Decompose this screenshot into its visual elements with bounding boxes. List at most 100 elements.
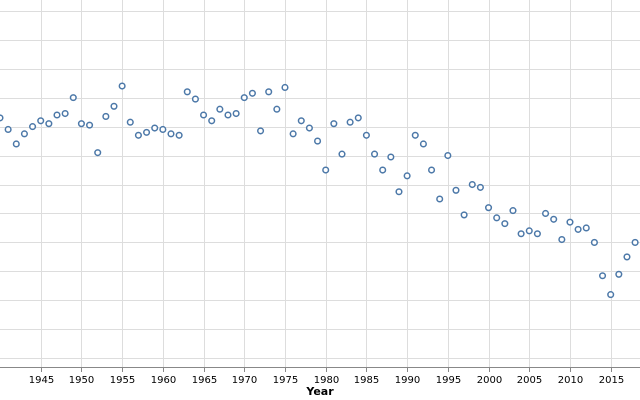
x-tick-label-1975: 1975 <box>273 375 298 386</box>
data-point-2017 <box>623 253 631 261</box>
data-point-1991 <box>411 131 419 139</box>
data-point-1955 <box>118 82 126 90</box>
data-point-1981 <box>330 120 338 128</box>
data-point-1962 <box>175 131 183 139</box>
x-tick-label-2000: 2000 <box>477 375 502 386</box>
x-tick-label-1970: 1970 <box>232 375 257 386</box>
data-point-2015 <box>607 291 615 299</box>
data-point-1940 <box>0 114 4 122</box>
data-point-1993 <box>428 166 436 174</box>
data-point-1956 <box>126 118 134 126</box>
data-point-1970 <box>240 94 248 102</box>
data-point-1979 <box>314 137 322 145</box>
data-point-2018 <box>631 238 639 246</box>
data-point-1971 <box>248 89 256 97</box>
data-point-1976 <box>289 130 297 138</box>
data-point-1968 <box>224 111 232 119</box>
data-point-1990 <box>403 172 411 180</box>
x-tick-label-2010: 2010 <box>558 375 583 386</box>
x-tick-label-1945: 1945 <box>29 375 54 386</box>
data-point-1995 <box>444 151 452 160</box>
data-point-2001 <box>493 214 501 222</box>
data-point-2008 <box>550 215 558 223</box>
data-point-1957 <box>134 131 142 139</box>
data-point-1966 <box>208 117 216 125</box>
data-point-1972 <box>257 127 265 135</box>
data-point-1988 <box>387 153 395 161</box>
data-point-1945 <box>37 117 45 125</box>
data-point-1958 <box>143 128 151 136</box>
data-point-1944 <box>29 123 37 131</box>
data-point-2002 <box>501 220 509 228</box>
x-axis-ticks: 1945 1950 1955 1960 1965 1970 1975 1980 1985 1990… <box>29 367 624 386</box>
data-point-1999 <box>476 183 484 191</box>
data-point-1994 <box>436 195 444 203</box>
data-point-1949 <box>69 94 77 102</box>
data-point-2011 <box>574 225 582 233</box>
data-point-2014 <box>598 272 607 280</box>
data-point-1959 <box>151 124 159 132</box>
data-point-1947 <box>53 111 61 119</box>
data-point-1953 <box>102 112 110 120</box>
data-point-1973 <box>265 88 273 96</box>
y-gridlines <box>0 11 640 359</box>
x-tick-label-1990: 1990 <box>395 375 420 386</box>
x-tick-label-1985: 1985 <box>354 375 379 386</box>
data-point-2016 <box>615 270 623 278</box>
data-point-1974 <box>273 105 281 113</box>
x-tick-label-2015: 2015 <box>599 375 624 386</box>
data-point-1963 <box>183 88 191 96</box>
data-point-1982 <box>338 150 346 158</box>
data-point-2009 <box>558 235 566 244</box>
data-point-1996 <box>452 186 460 194</box>
data-point-1941 <box>4 125 12 134</box>
data-point-1983 <box>346 118 354 126</box>
data-point-2000 <box>484 204 493 212</box>
x-axis-title: Year <box>305 385 334 398</box>
data-point-2012 <box>582 224 590 232</box>
x-tick-label-1980: 1980 <box>314 375 339 386</box>
data-point-2006 <box>533 230 541 238</box>
data-point-1964 <box>191 95 199 103</box>
data-point-1946 <box>45 120 53 128</box>
data-point-1954 <box>110 102 118 110</box>
data-point-1951 <box>86 121 94 129</box>
data-point-1952 <box>94 149 102 157</box>
data-point-2005 <box>525 227 533 235</box>
data-point-1960 <box>159 125 167 134</box>
data-point-1998 <box>468 180 476 189</box>
data-point-2003 <box>509 207 517 215</box>
x-tick-label-1950: 1950 <box>69 375 94 386</box>
x-tick-label-1960: 1960 <box>151 375 176 386</box>
data-point-1969 <box>232 109 240 118</box>
x-tick-label-1965: 1965 <box>192 375 217 386</box>
data-point-1942 <box>12 140 20 148</box>
data-point-1950 <box>77 120 85 128</box>
data-point-1992 <box>419 140 427 148</box>
data-point-1943 <box>20 130 28 138</box>
data-point-1989 <box>395 188 403 196</box>
data-point-2004 <box>517 230 525 238</box>
data-point-2007 <box>541 209 550 218</box>
data-point-1965 <box>200 111 208 119</box>
data-points <box>0 82 639 299</box>
data-point-2013 <box>590 238 598 246</box>
data-point-1984 <box>354 114 362 122</box>
data-point-1967 <box>216 105 224 113</box>
data-point-1997 <box>460 211 468 219</box>
data-point-1986 <box>371 150 379 158</box>
x-tick-label-1995: 1995 <box>436 375 461 386</box>
data-point-2010 <box>566 218 574 226</box>
x-gridlines <box>41 0 612 367</box>
data-point-1977 <box>297 117 305 125</box>
x-tick-label-1955: 1955 <box>110 375 135 386</box>
data-point-1980 <box>322 166 330 174</box>
data-point-1987 <box>379 166 387 174</box>
data-point-1948 <box>61 109 69 118</box>
data-point-1975 <box>281 83 289 92</box>
x-tick-label-2005: 2005 <box>517 375 542 386</box>
data-point-1978 <box>305 124 313 132</box>
data-point-1961 <box>167 130 175 138</box>
data-point-1985 <box>362 131 370 139</box>
